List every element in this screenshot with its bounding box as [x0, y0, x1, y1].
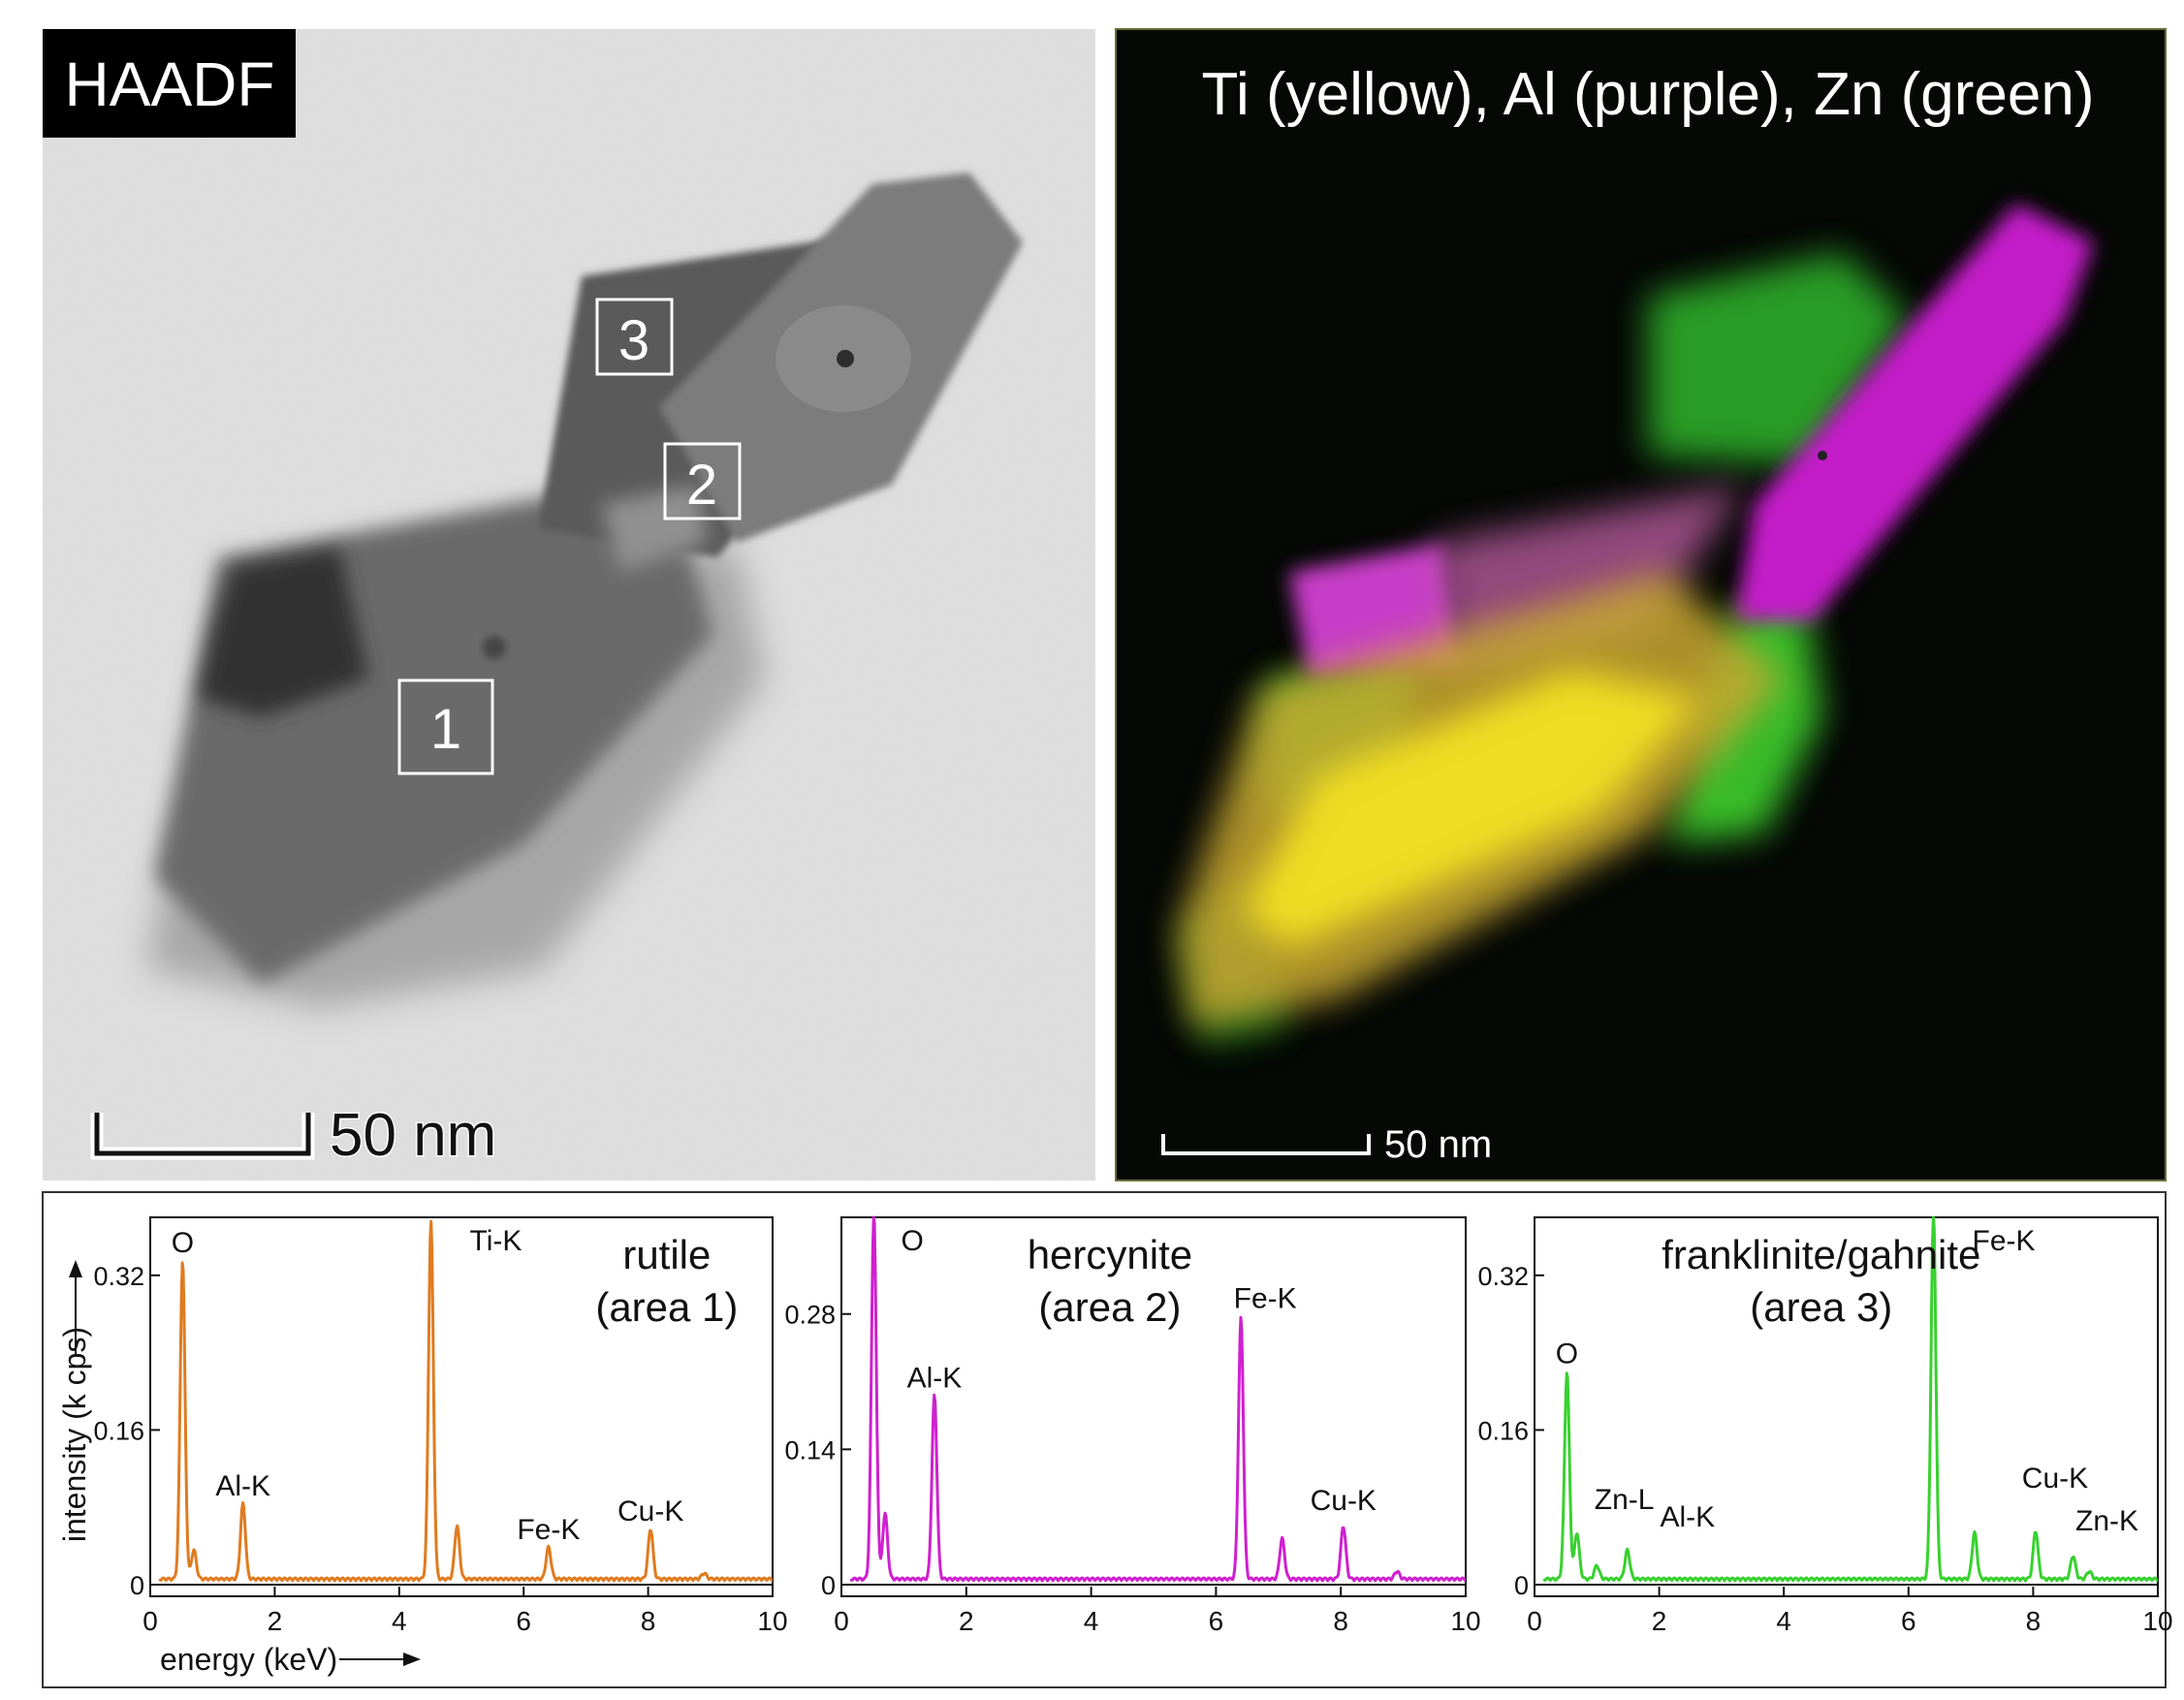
y-tick-label: 0.28	[784, 1301, 836, 1330]
x-tick-label: 8	[2026, 1606, 2042, 1636]
spectrum-rutile: 0 2 4 6 8 10 0 0.16 0.32 O Al-K Ti-K Fe-K Cu-K rutile (…	[93, 1216, 788, 1636]
spectrum-title: (area 1)	[595, 1284, 738, 1330]
plot-frame	[149, 1216, 774, 1597]
y-tick-label: 0	[1514, 1571, 1529, 1600]
x-axis-arrow-head	[403, 1653, 421, 1666]
peak-label: Cu-K	[617, 1495, 683, 1527]
y-axis-label-group: intensity (k cps)	[57, 1327, 92, 1542]
spectrum-franklinite-gahnite: 0 2 4 6 8 10 0 0.16 0.32 O Zn-LAl-K Fe-K Cu-K Zn-K fra…	[1477, 1215, 2173, 1636]
x-tick-label: 10	[2142, 1606, 2172, 1636]
area-label-2: 2	[686, 454, 717, 517]
spectrum-hercynite: 0 2 4 6 8 10 0 0.14 0.28 O Al-K Fe-K Cu-K hercynite (a…	[784, 1215, 1481, 1636]
spectrum-line	[158, 1219, 774, 1583]
peak-label: Zn-L	[1595, 1484, 1655, 1516]
y-tick-label: 0.32	[1477, 1262, 1529, 1291]
peak-label: Fe-K	[1973, 1225, 2036, 1257]
y-tick-label: 0.14	[784, 1435, 836, 1464]
x-axis-label: energy (keV)	[160, 1642, 337, 1677]
map-border	[1115, 28, 2167, 1181]
x-tick-label: 2	[268, 1606, 283, 1636]
haadf-label-box	[43, 29, 296, 138]
peak-label: Fe-K	[517, 1514, 580, 1546]
particle-haadf	[145, 173, 1023, 1008]
spectra-frame	[42, 1191, 2167, 1688]
eds-map-panel: Ti (yellow), Al (purple), Zn (green) 50 …	[1115, 28, 2167, 1181]
peak-label: O	[1556, 1338, 1578, 1370]
y-tick-label: 0	[821, 1571, 836, 1600]
area-box-1: 1	[397, 678, 494, 775]
spectrum-title: (area 2)	[1038, 1284, 1181, 1330]
area-box-2: 2	[663, 442, 742, 520]
spectrum-line	[849, 1215, 1467, 1583]
x-tick-label: 4	[1084, 1606, 1099, 1636]
spectrum-line	[1542, 1215, 2159, 1583]
y-axis-arrow-head	[69, 1260, 82, 1277]
y-tick-label: 0.32	[93, 1262, 144, 1291]
peak-label: Cu-K	[2022, 1463, 2088, 1495]
peak-label: Zn-K	[2075, 1505, 2138, 1537]
area-label-1: 1	[430, 698, 461, 761]
map-title: Ti (yellow), Al (purple), Zn (green)	[1201, 61, 2094, 128]
area-label-3: 3	[618, 309, 649, 372]
x-tick-label: 4	[392, 1606, 407, 1636]
x-tick-label: 10	[757, 1606, 787, 1636]
haadf-scale-bar: 50 nm	[90, 1101, 498, 1171]
x-tick-label: 8	[641, 1606, 656, 1636]
spectrum-title: hercynite	[1028, 1232, 1192, 1277]
haadf-image-panel: 3 2 1 HAADF 50 nm	[43, 29, 1095, 1181]
peak-label: Ti-K	[470, 1225, 522, 1257]
y-tick-label: 0	[130, 1571, 144, 1600]
spectrum-title: franklinite/gahnite	[1662, 1232, 1980, 1277]
x-tick-label: 0	[1527, 1606, 1542, 1636]
x-tick-label: 8	[1333, 1606, 1348, 1636]
ti-region	[1178, 572, 1784, 1027]
y-axis-label: intensity (k cps)	[57, 1327, 92, 1542]
spectrum-title: rutile	[622, 1232, 711, 1277]
haadf-scale-label: 50 nm	[330, 1102, 496, 1169]
map-pore	[1818, 451, 1827, 460]
peak-label: Al-K	[1660, 1501, 1715, 1533]
plot-frame	[840, 1216, 1467, 1597]
x-tick-label: 2	[1652, 1606, 1667, 1636]
peak-label: Cu-K	[1311, 1485, 1377, 1517]
peak-label: Al-K	[907, 1363, 963, 1395]
map-scale-label: 50 nm	[1384, 1123, 1492, 1166]
peak-label: Fe-K	[1234, 1283, 1297, 1315]
spectrum-title: (area 3)	[1750, 1284, 1892, 1330]
x-tick-label: 6	[1901, 1606, 1916, 1636]
peak-label: O	[901, 1225, 923, 1257]
plot-frame	[1534, 1216, 2159, 1597]
x-tick-label: 0	[834, 1606, 849, 1636]
x-tick-label: 4	[1776, 1606, 1791, 1636]
area-box-3: 3	[595, 298, 674, 376]
y-tick-label: 0.16	[1477, 1416, 1529, 1445]
x-tick-label: 6	[1209, 1606, 1224, 1636]
elemental-map	[1178, 204, 2094, 1047]
map-scale-bar: 50 nm	[1161, 1123, 1492, 1166]
x-tick-label: 0	[142, 1606, 158, 1636]
peak-label: Al-K	[215, 1470, 270, 1502]
y-tick-label: 0.16	[93, 1416, 144, 1445]
eds-spectra-panel: intensity (k cps) energy (keV) 0 2 4 6 8 1000…	[42, 1191, 2173, 1688]
haadf-label: HAADF	[65, 49, 275, 119]
x-tick-label: 6	[516, 1606, 531, 1636]
x-tick-label: 2	[959, 1606, 974, 1636]
x-tick-label: 10	[1450, 1606, 1480, 1636]
peak-label: O	[172, 1227, 194, 1259]
